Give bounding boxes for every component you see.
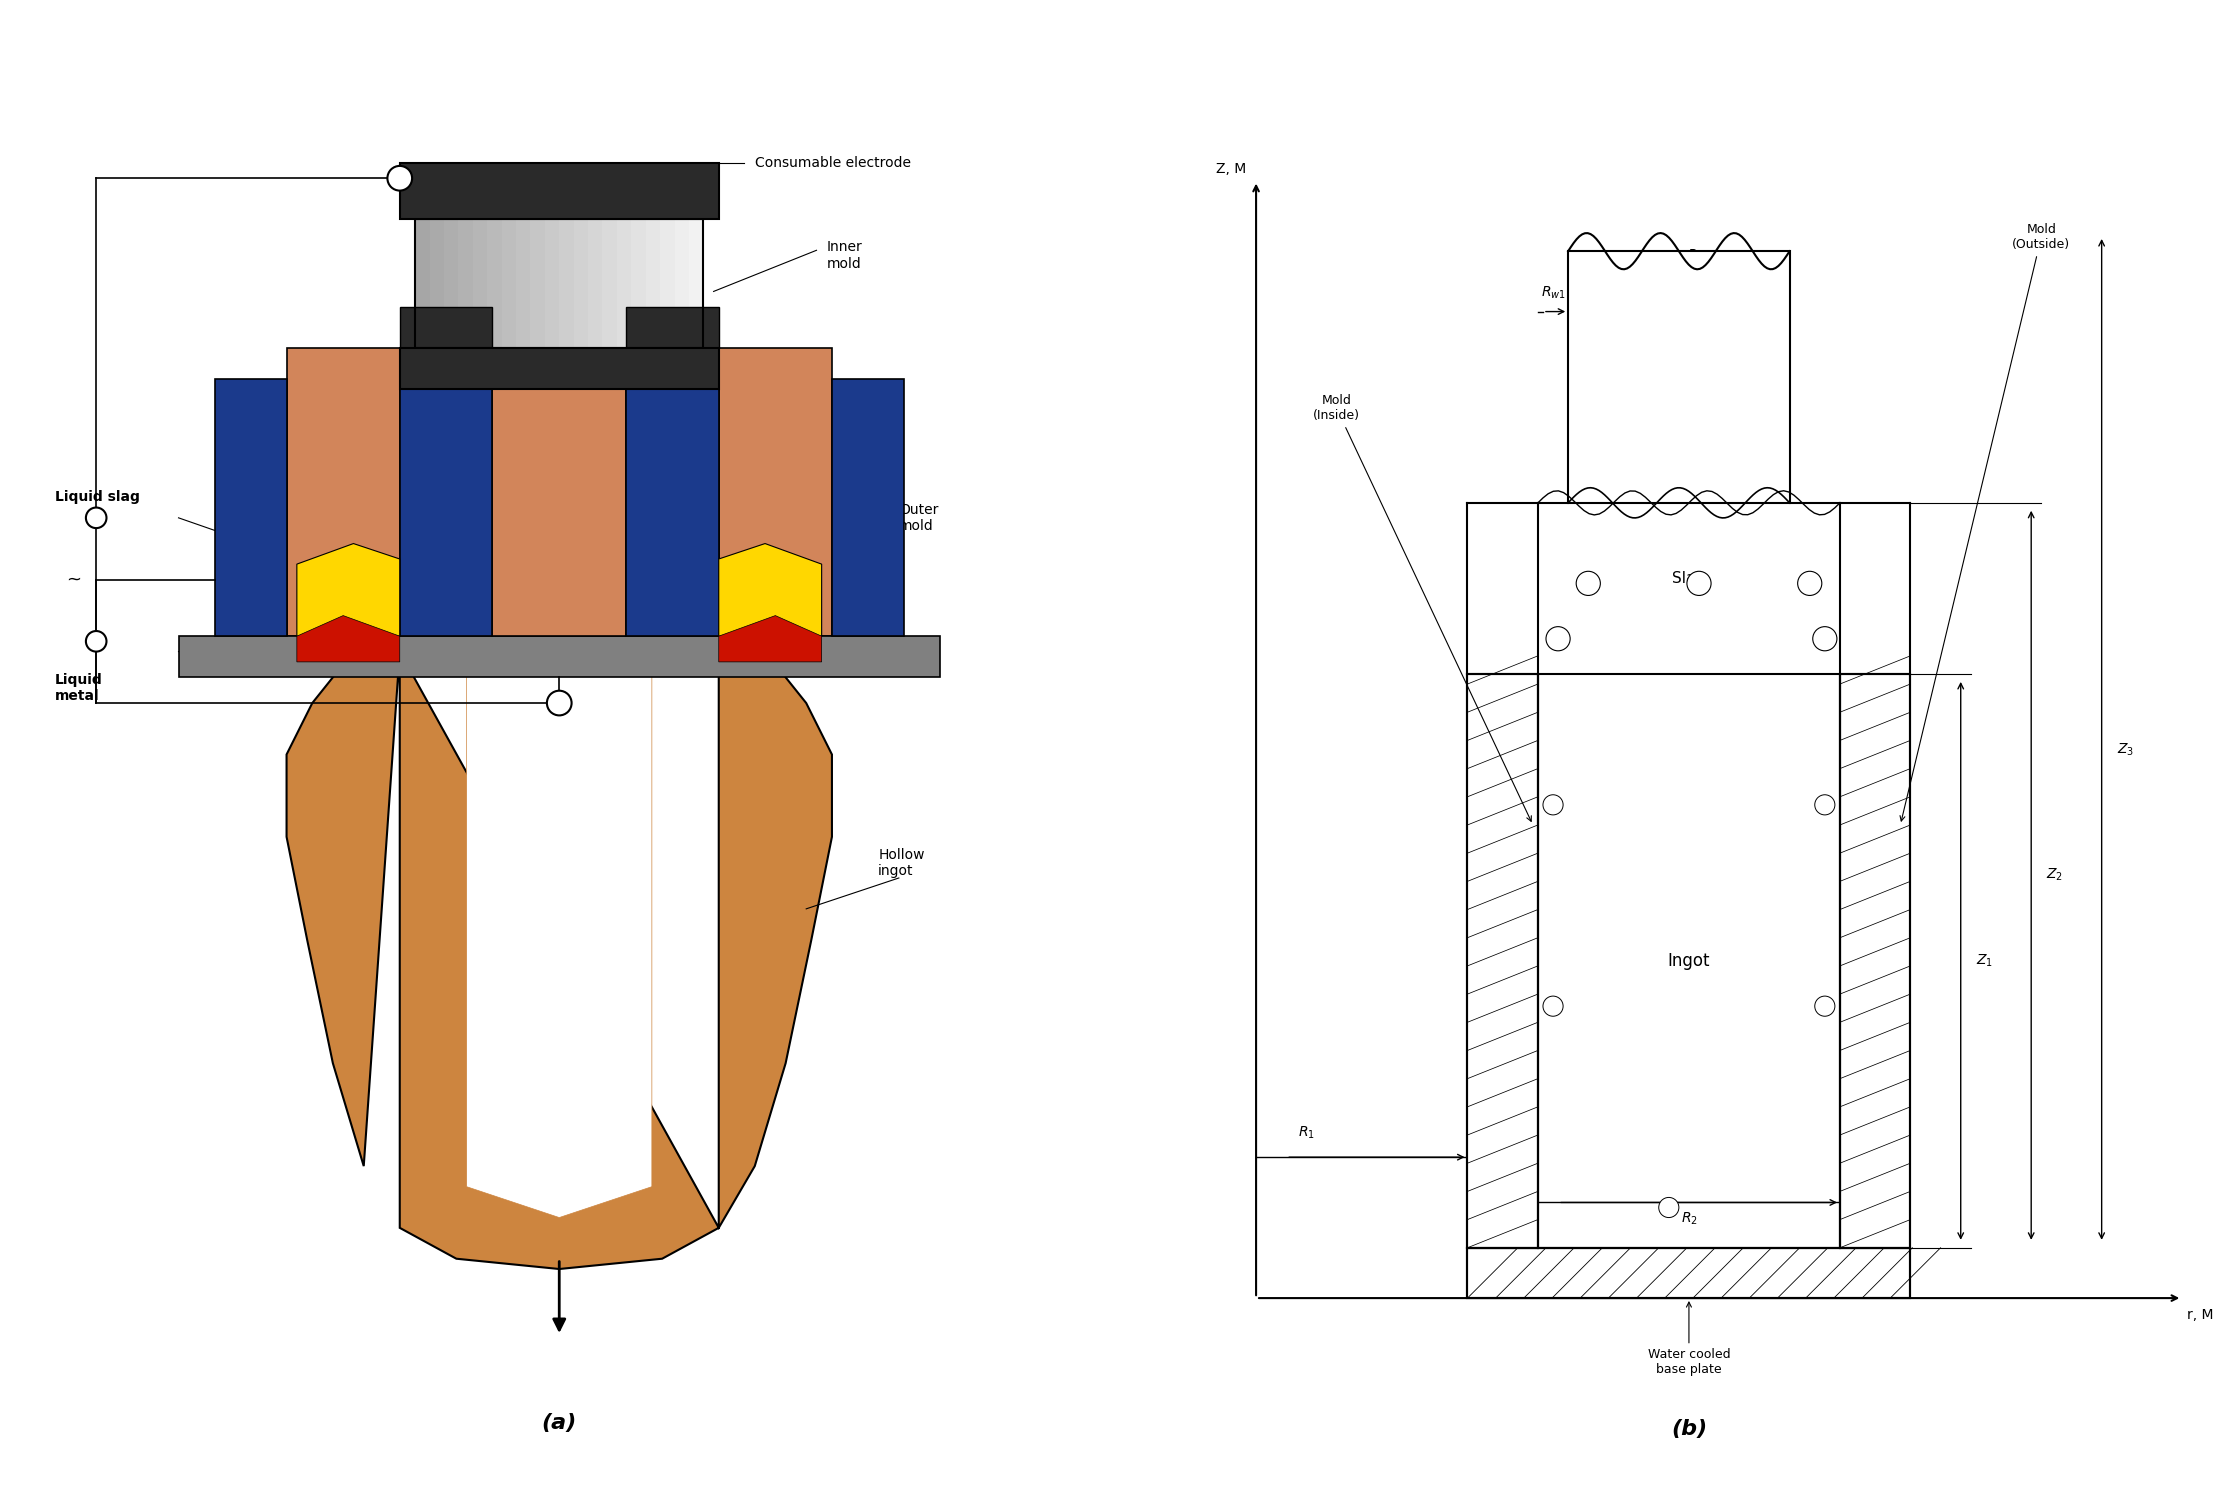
Circle shape (1544, 996, 1564, 1016)
Bar (400, 349, 718, 389)
Bar (718, 349, 832, 637)
Bar (501, 219, 517, 349)
Polygon shape (286, 652, 832, 1269)
Circle shape (1577, 572, 1599, 596)
Text: Water cooled
base plate: Water cooled base plate (1649, 1302, 1729, 1376)
Bar (1467, 1248, 1910, 1298)
Text: ~: ~ (67, 570, 81, 589)
Circle shape (1812, 626, 1837, 650)
Circle shape (85, 631, 107, 652)
Bar (443, 219, 459, 349)
Text: (b): (b) (1671, 1418, 1707, 1440)
Bar (832, 379, 904, 637)
Bar (1839, 675, 1910, 1248)
Circle shape (546, 691, 573, 715)
Bar (626, 349, 718, 637)
Bar (1467, 1248, 1910, 1298)
Bar (1568, 250, 1790, 502)
Bar (459, 219, 474, 349)
Text: Mold
(Outside): Mold (Outside) (1899, 223, 2069, 821)
Bar (400, 349, 492, 637)
Circle shape (1687, 572, 1711, 596)
Text: Liquid slag: Liquid slag (56, 490, 141, 504)
Bar (400, 306, 492, 349)
Bar (676, 219, 689, 349)
Circle shape (1799, 572, 1821, 596)
Polygon shape (718, 543, 821, 637)
Circle shape (1814, 795, 1834, 815)
Text: $R_{w1}$: $R_{w1}$ (1541, 285, 1566, 300)
Text: Electrode: Electrode (1642, 370, 1716, 385)
Bar (588, 219, 604, 349)
Circle shape (1546, 626, 1570, 650)
Text: $Z_3$: $Z_3$ (2116, 741, 2134, 758)
Circle shape (85, 507, 107, 528)
Bar (626, 306, 718, 349)
Circle shape (1814, 996, 1834, 1016)
Bar (1467, 675, 1539, 1248)
Bar (546, 219, 559, 349)
Polygon shape (718, 616, 821, 662)
Text: $R_{w2}$: $R_{w2}$ (1687, 247, 1711, 264)
Text: $Z_1$: $Z_1$ (1975, 952, 1993, 969)
Bar (573, 219, 588, 349)
Bar (660, 219, 676, 349)
Text: $R_2$: $R_2$ (1680, 1210, 1698, 1227)
Bar (492, 349, 626, 637)
Polygon shape (468, 652, 651, 1218)
Bar (286, 349, 400, 637)
Bar (631, 219, 646, 349)
Bar (517, 219, 532, 349)
Bar (559, 219, 575, 349)
Circle shape (1544, 795, 1564, 815)
Bar (1839, 675, 1910, 1248)
Bar (530, 219, 546, 349)
Bar (646, 219, 662, 349)
Polygon shape (298, 543, 400, 637)
Text: Liquid
metal: Liquid metal (56, 673, 103, 703)
Text: Hollow
ingot: Hollow ingot (879, 848, 924, 878)
Text: r, M: r, M (2188, 1308, 2215, 1322)
Bar (488, 219, 503, 349)
Bar (430, 219, 445, 349)
Bar (617, 219, 633, 349)
Text: Z, M: Z, M (1215, 161, 1246, 175)
Text: Inner
mold: Inner mold (828, 240, 863, 270)
Text: Mold
(Inside): Mold (Inside) (1313, 394, 1532, 821)
Text: $R_1$: $R_1$ (1297, 1126, 1315, 1141)
Bar (179, 637, 940, 678)
Bar (472, 219, 488, 349)
Bar (416, 219, 702, 349)
Text: (a): (a) (541, 1412, 577, 1434)
Text: Outer
mold: Outer mold (899, 502, 937, 533)
Bar (215, 379, 286, 637)
Bar (689, 219, 705, 349)
Bar (602, 219, 617, 349)
Circle shape (387, 166, 412, 190)
Text: Ingot: Ingot (1669, 952, 1709, 970)
Bar (1467, 675, 1539, 1248)
Text: Consumable electrode: Consumable electrode (754, 155, 910, 171)
Polygon shape (298, 616, 400, 662)
Bar (416, 219, 430, 349)
Bar (400, 163, 718, 219)
Text: Slag: Slag (1673, 570, 1705, 585)
Circle shape (1660, 1198, 1678, 1218)
Text: $Z_2$: $Z_2$ (2047, 868, 2063, 883)
